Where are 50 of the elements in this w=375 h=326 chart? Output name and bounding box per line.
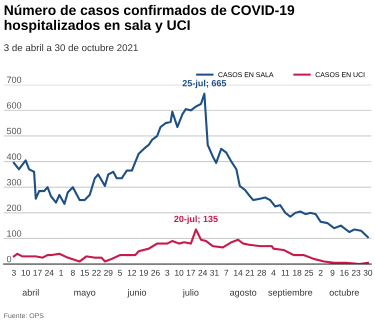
x2-tick-label: septiembre: [268, 289, 312, 298]
x2-tick-label: abril: [22, 289, 39, 296]
y-tick-label: 100: [7, 230, 22, 237]
y-tick-label: 700: [6, 76, 22, 83]
y-tick-label: 300: [6, 179, 22, 186]
x-tick-label: 12: [128, 270, 136, 276]
x-tick-label: 4: [271, 270, 276, 276]
x-tick-label: 25: [304, 270, 314, 276]
x-tick-label: 23: [352, 270, 360, 276]
y-tick-label: 500: [6, 128, 22, 134]
y-tick-label: 200: [6, 204, 22, 212]
x-tick-label: 30: [364, 270, 372, 276]
x-tick-label: 10: [175, 270, 184, 276]
x-tick-label: 5: [118, 270, 122, 276]
x-tick-label: 9: [330, 270, 334, 276]
x-tick-label: 17: [186, 270, 196, 276]
x-tick-label: 24: [198, 270, 208, 276]
x-tick-label: 19: [140, 270, 148, 276]
x-tick-label: 31: [210, 270, 219, 276]
x2-tick-label: mayo: [74, 290, 96, 298]
x-tick-label: 10: [22, 270, 30, 276]
x-tick-label: 29: [104, 270, 113, 276]
x-tick-label: 3: [12, 270, 16, 276]
annotation: 25-jul; 665: [182, 80, 226, 88]
x-tick-label: 18: [293, 270, 302, 276]
y-tick-label: 600: [6, 102, 22, 109]
x-tick-label: 3: [165, 270, 170, 276]
x-tick-label: 26: [151, 270, 160, 276]
x-tick-label: 22: [92, 270, 101, 276]
x-tick-label: 1: [59, 270, 63, 276]
x-tick-label: 11: [282, 270, 290, 276]
x-tick-label: 24: [45, 270, 54, 276]
x-tick-label: 15: [80, 270, 89, 276]
x-tick-label: 2: [318, 270, 323, 276]
chart-title: Número de casos confirmados de COVID-19 hospitalizados en sala y UCI: [4, 4, 294, 33]
x-tick-label: 7: [224, 270, 228, 276]
x-tick-label: 16: [340, 270, 349, 276]
x2-tick-label: julio: [182, 289, 199, 298]
x-tick-label: 28: [257, 270, 266, 276]
chart-subtitle: 3 de abril a 30 de octubre 2021: [4, 44, 138, 52]
x-tick-label: 21: [246, 270, 254, 276]
annotation: 20-jul; 135: [174, 216, 218, 224]
x-tick-label: 17: [33, 270, 42, 276]
y-tick-label: 0: [6, 256, 12, 262]
y-tick-label: 400: [6, 153, 22, 160]
x-tick-label: 14: [234, 270, 242, 276]
x2-tick-label: agosto: [230, 290, 256, 298]
x2-tick-label: junio: [127, 289, 146, 298]
x2-tick-label: octubre: [330, 289, 359, 296]
x-tick-label: 8: [70, 270, 75, 276]
